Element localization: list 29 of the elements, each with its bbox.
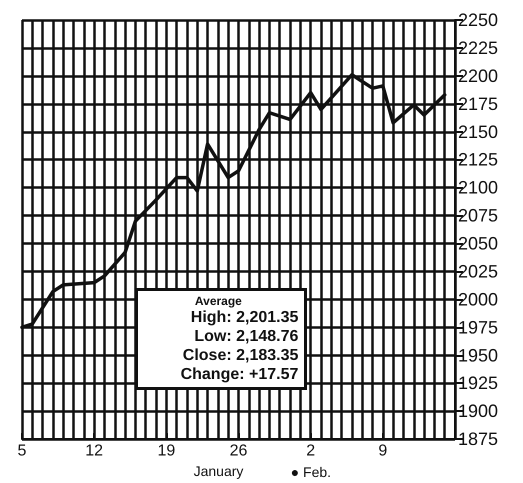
- y-tick-label: 2000: [458, 289, 498, 310]
- annotation: Close: 2,183.35: [182, 346, 298, 366]
- y-tick-label: 2100: [458, 178, 498, 198]
- y-tick-label: 1925: [458, 373, 498, 394]
- x-tick-label: 19: [157, 442, 176, 460]
- y-tick-label: 1975: [458, 317, 498, 338]
- y-tick-label: 2250: [458, 10, 498, 30]
- y-tick-label: 1900: [458, 401, 498, 422]
- x-axis-title: January: [194, 463, 244, 479]
- y-tick-label: 2200: [458, 66, 498, 86]
- x-tick-label: 26: [230, 442, 248, 460]
- y-tick-label: 2225: [458, 38, 498, 58]
- x-tick-label: 2: [306, 442, 316, 460]
- y-tick-label: 2025: [458, 261, 498, 282]
- y-tick-label: 1950: [458, 345, 498, 366]
- text: ● Feb.: [290, 464, 332, 480]
- annotation: High: 2,201.35: [190, 308, 298, 328]
- y-tick-label: 2125: [458, 150, 498, 170]
- annotation: Low: 2,148.76: [193, 327, 298, 346]
- x-tick-label: 5: [18, 442, 27, 460]
- x-tick-label: 9: [378, 442, 388, 460]
- y-tick-label: 2175: [458, 94, 498, 114]
- x-tick-label: 12: [85, 442, 104, 460]
- annotation: Change: +17.57: [180, 365, 298, 384]
- y-tick-label: 1875: [458, 429, 498, 450]
- y-tick-label: 2075: [458, 206, 498, 226]
- y-tick-label: 2050: [458, 234, 498, 254]
- annotation: Average: [194, 294, 243, 308]
- y-tick-label: 2150: [458, 122, 498, 142]
